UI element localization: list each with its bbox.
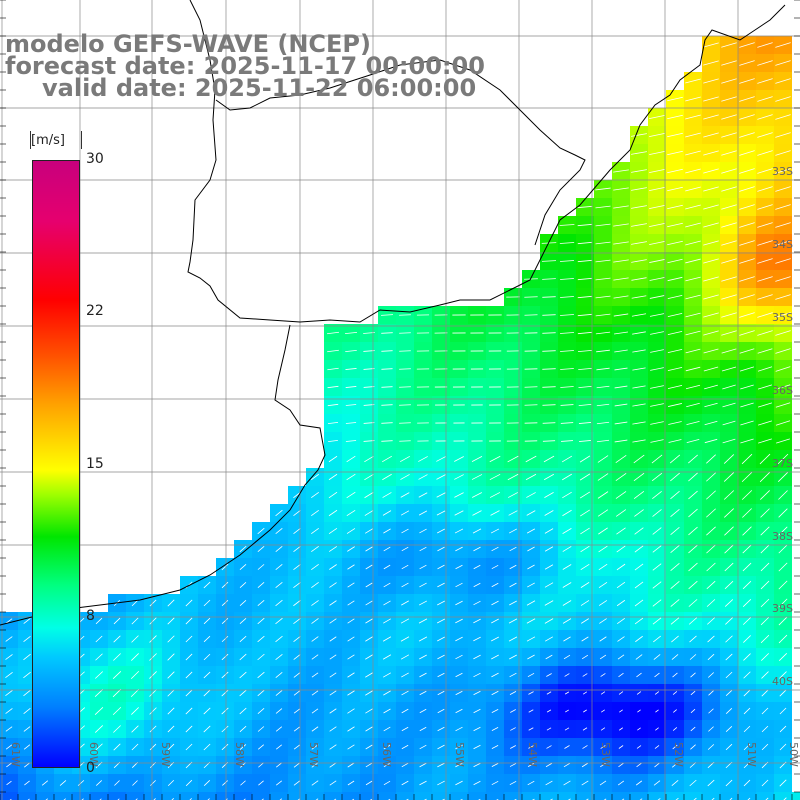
colorbar-tick-0: 0 — [86, 760, 95, 776]
colorbar-tick-30: 30 — [86, 151, 104, 167]
lat-label-33S: 33S — [772, 165, 793, 178]
lon-label-54W: 54W — [526, 742, 539, 767]
bay-coastline — [0, 324, 326, 626]
lon-label-53W: 53W — [599, 742, 612, 767]
inner-coastline — [215, 59, 586, 246]
lon-label-59W: 59W — [159, 742, 172, 767]
lat-label-37S: 37S — [772, 457, 793, 470]
wind-speed-field — [0, 36, 800, 800]
lat-label-36S: 36S — [772, 384, 793, 397]
colorbar-unit-label: [m/s] — [31, 133, 65, 148]
lat-label-40S: 40S — [772, 675, 793, 688]
title-forecast-date: forecast date: 2025-11-17 00:00:00 — [5, 52, 485, 80]
title-valid-date: valid date: 2025-11-22 06:00:00 — [42, 74, 477, 102]
lat-label-34S: 34S — [772, 238, 793, 251]
lat-label-35S: 35S — [772, 311, 793, 324]
colorbar-tick-22: 22 — [86, 303, 104, 319]
lon-label-52W: 52W — [672, 742, 685, 767]
latitude-labels: 33S 34S 35S 36S 37S 38S 39S 40S — [772, 165, 793, 688]
title-model: modelo GEFS-WAVE (NCEP) — [5, 30, 371, 58]
lon-label-56W: 56W — [380, 742, 393, 767]
lat-label-38S: 38S — [772, 530, 793, 543]
lat-label-39S: 39S — [772, 602, 793, 615]
lon-label-61W: 61W — [9, 742, 22, 767]
lon-label-55W: 55W — [453, 742, 466, 767]
coastline — [187, 0, 786, 323]
colorbar — [32, 160, 80, 768]
longitude-labels: 61W 60W 59W 58W 57W 56W 55W 54W 53W 52W 51W 50W — [9, 742, 800, 767]
lon-label-51W: 51W — [745, 742, 758, 767]
lon-label-60W: 60W — [87, 742, 100, 767]
lon-label-58W: 58W — [233, 742, 246, 767]
colorbar-unit-frame — [30, 131, 82, 149]
colorbar-tick-8: 8 — [86, 608, 95, 624]
lon-label-57W: 57W — [307, 742, 320, 767]
lon-label-50W: 50W — [787, 742, 800, 767]
colorbar-tick-15: 15 — [86, 456, 104, 472]
